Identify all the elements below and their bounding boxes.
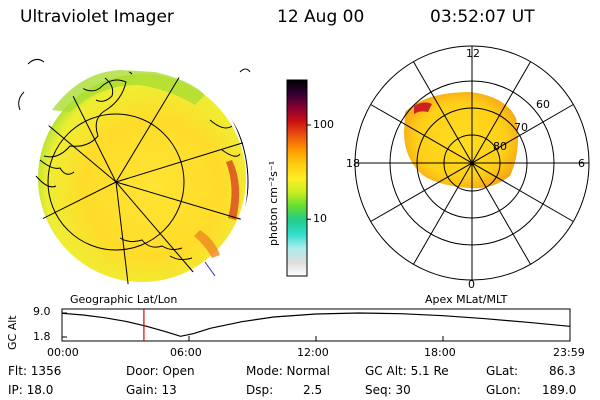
info-dsp-label: Dsp:	[246, 383, 274, 397]
polar-panel	[354, 45, 590, 281]
altitude-curve	[61, 312, 570, 337]
info-glat-value: 86.3	[549, 364, 576, 378]
info-glon-value: 189.0	[542, 383, 577, 397]
info-door: Door: Open	[126, 364, 195, 378]
info-glon-label: GLon:	[486, 383, 521, 397]
mlt-label-0: 0	[468, 278, 475, 291]
polar-panel-label: Apex MLat/MLT	[425, 293, 508, 306]
time-label: 03:52:07 UT	[430, 7, 535, 27]
auroral-oval	[404, 92, 518, 189]
colorbar-tick-label: 10	[313, 212, 327, 226]
altitude-x-tick-4: 23:59	[553, 346, 585, 359]
mlt-label-6: 6	[578, 157, 585, 170]
colorbar-tick-label: 100	[313, 117, 334, 131]
mlt-line-spoke	[370, 104, 574, 222]
geographic-panel-label: Geographic Lat/Lon	[70, 293, 178, 306]
info-mode: Mode: Normal	[246, 364, 330, 378]
info-flt: Flt: 1356	[8, 364, 62, 378]
altitude-x-tick-1: 06:00	[170, 346, 202, 359]
mlat-label-70: 70	[514, 121, 528, 134]
info-dsp-value: 2.5	[303, 383, 323, 397]
geographic-image-panel	[18, 58, 251, 285]
instrument-title: Ultraviolet Imager	[20, 7, 174, 27]
info-gain: Gain: 13	[126, 383, 177, 397]
auroral-image-disk	[38, 74, 246, 282]
info-glat-label: GLat:	[486, 364, 519, 378]
outer-coastline-fragments	[18, 58, 251, 111]
altitude-x-ticks	[61, 336, 571, 341]
altitude-plot	[61, 308, 571, 342]
info-ip: IP: 18.0	[8, 383, 54, 397]
colorbar-ticks	[307, 124, 311, 220]
mlat-label-80: 80	[493, 140, 507, 153]
info-seq: Seq: 30	[365, 383, 411, 397]
altitude-x-tick-3: 18:00	[424, 346, 456, 359]
colorbar-strip	[286, 79, 308, 277]
colorbar	[286, 79, 311, 277]
altitude-y-ticks	[62, 312, 67, 338]
edge-emission-bottom	[194, 230, 220, 258]
oval-hotspot	[414, 102, 432, 114]
mlat-label-60: 60	[536, 98, 550, 111]
altitude-x-tick-0: 00:00	[47, 346, 79, 359]
date-label: 12 Aug 00	[277, 7, 365, 27]
colorbar-unit-label: photon cm⁻²s⁻¹	[267, 160, 280, 246]
altitude-y-tick-min: 1.8	[33, 330, 51, 343]
blue-grid-line	[204, 261, 216, 277]
altitude-x-tick-2: 12:00	[297, 346, 329, 359]
edge-emission-right	[226, 160, 240, 220]
altitude-y-tick-max: 9.0	[33, 305, 51, 318]
polar-grid	[354, 45, 590, 281]
edge-emission-top	[52, 70, 205, 112]
altitude-y-label: GC Alt	[6, 315, 19, 350]
mlt-label-12: 12	[466, 47, 480, 60]
mlt-label-18: 18	[346, 157, 360, 170]
info-gc-alt: GC Alt: 5.1 Re	[365, 364, 449, 378]
